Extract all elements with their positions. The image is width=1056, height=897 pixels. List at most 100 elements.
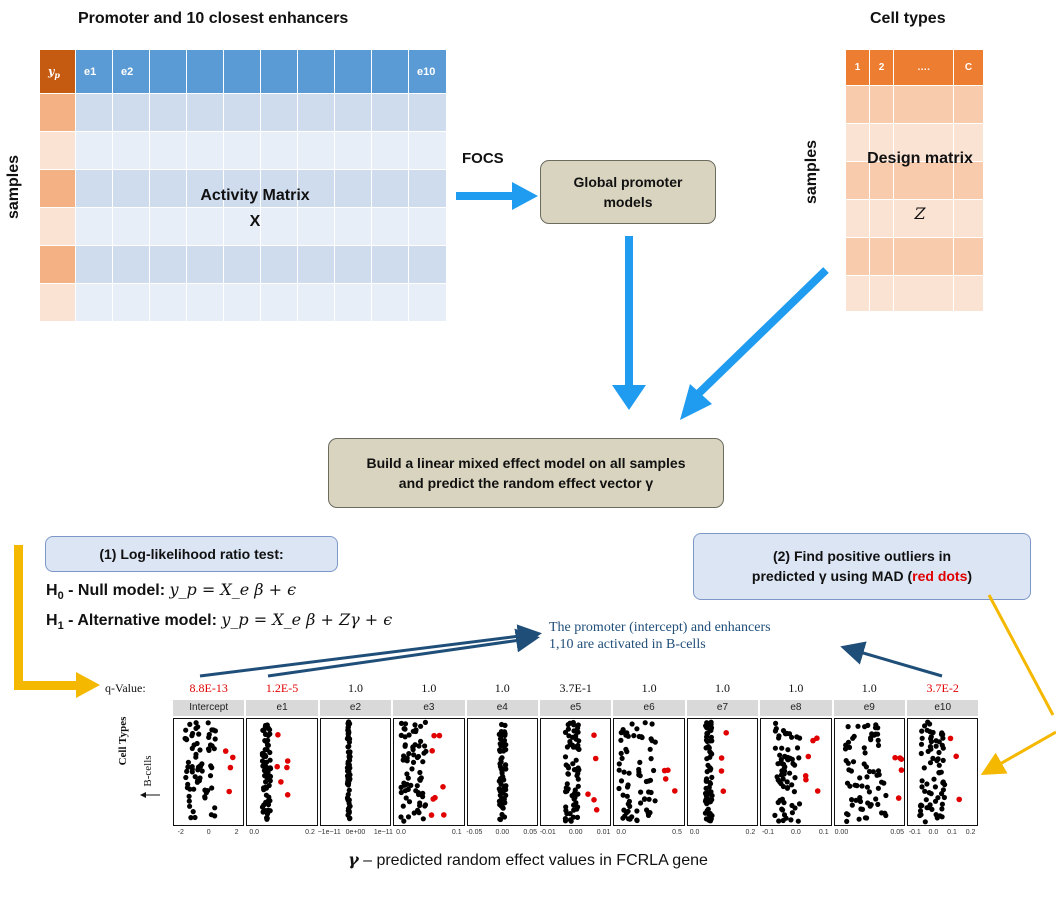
panel-strip-e7: e7 <box>686 700 759 716</box>
e1-annotation-arrow <box>267 628 540 678</box>
dot <box>414 754 421 761</box>
header-yp: yp <box>40 50 76 94</box>
dot <box>265 737 271 743</box>
dot <box>497 816 503 823</box>
dot <box>620 815 626 821</box>
x-tick-label: 0.1 <box>818 829 829 836</box>
dot <box>417 776 423 783</box>
dot <box>212 736 218 742</box>
dot <box>193 725 199 731</box>
matrix-cell <box>150 132 187 170</box>
dot <box>848 797 854 803</box>
dot <box>863 815 869 821</box>
outlier-dot <box>898 767 904 773</box>
dot <box>410 744 416 750</box>
dot <box>265 811 271 817</box>
dot-panel-e4 <box>466 718 538 826</box>
dot <box>571 728 577 734</box>
dot <box>866 789 872 795</box>
matrix-cell <box>261 208 298 246</box>
qvalue-intercept: 8.8E-13 <box>189 681 228 695</box>
dot <box>940 787 946 793</box>
dot <box>575 804 581 810</box>
matrix-cell <box>335 284 372 322</box>
qvalue-e3: 1.0 <box>421 681 437 695</box>
dot <box>502 766 508 772</box>
dot <box>930 729 936 736</box>
dot <box>575 791 581 797</box>
focs-label: FOCS <box>462 150 504 167</box>
dot <box>502 762 508 768</box>
dot <box>881 810 887 816</box>
design-cell <box>954 276 984 312</box>
dot <box>776 818 782 824</box>
x-tick-label: 0.0 <box>928 829 939 836</box>
dot <box>703 756 710 762</box>
dot <box>193 720 199 726</box>
header-col <box>298 50 335 94</box>
dot <box>416 743 422 749</box>
qvalue-e4: 1.0 <box>494 681 510 695</box>
design-cell <box>870 124 894 162</box>
dot <box>621 807 627 813</box>
dot <box>185 759 191 765</box>
dot <box>852 782 858 788</box>
dot <box>182 735 188 742</box>
matrix-cell <box>113 246 150 284</box>
dot <box>924 727 930 733</box>
dot <box>704 769 710 775</box>
matrix-cell <box>76 170 113 208</box>
dot <box>616 785 622 792</box>
dot <box>844 780 850 786</box>
dot <box>186 793 192 799</box>
dot <box>193 751 199 757</box>
dot <box>777 779 783 785</box>
design-header-col: 1 <box>846 50 870 86</box>
dot <box>642 720 649 726</box>
outlier-dot <box>441 812 447 818</box>
header-col <box>224 50 261 94</box>
dot <box>875 737 881 743</box>
dot <box>918 802 924 808</box>
outlier-dot <box>718 768 725 774</box>
dot <box>873 772 880 778</box>
dot <box>931 776 937 782</box>
dot <box>418 738 424 744</box>
dot-panel-e6 <box>613 718 685 826</box>
dot <box>919 784 925 790</box>
matrix-cell <box>298 132 335 170</box>
dot <box>421 750 427 756</box>
activity-title: Promoter and 10 closest enhancers <box>78 10 349 27</box>
h0-null-model: H0 - Null model: y_p = X_e β + ϵ <box>46 580 297 603</box>
dot <box>652 798 659 804</box>
x-tick-label: 0.0 <box>791 829 801 836</box>
dot <box>212 805 218 811</box>
matrix-cell <box>187 246 224 284</box>
dot <box>919 728 925 734</box>
dot <box>849 735 855 741</box>
dot <box>925 719 931 725</box>
dot <box>501 722 508 728</box>
dot <box>780 776 786 782</box>
dot <box>779 772 785 778</box>
dot <box>875 742 881 748</box>
dot <box>933 743 939 749</box>
x-tick-label: 0.00 <box>834 829 849 836</box>
dot <box>925 804 932 811</box>
dot <box>562 818 569 824</box>
dot-panel-e1 <box>246 718 318 826</box>
intercept-annotation-arrow <box>199 624 542 678</box>
matrix-cell <box>40 94 76 132</box>
matrix-cell <box>187 170 224 208</box>
matrix-cell <box>409 94 447 132</box>
design-cell <box>870 86 894 124</box>
dot <box>346 721 352 727</box>
outlier-dot <box>591 797 597 803</box>
dot <box>882 792 889 799</box>
dot <box>346 753 352 760</box>
matrix-cell <box>372 246 409 284</box>
dot <box>922 788 928 794</box>
matrix-cell <box>224 284 261 322</box>
outlier-dot <box>810 737 816 744</box>
dot <box>572 787 578 793</box>
